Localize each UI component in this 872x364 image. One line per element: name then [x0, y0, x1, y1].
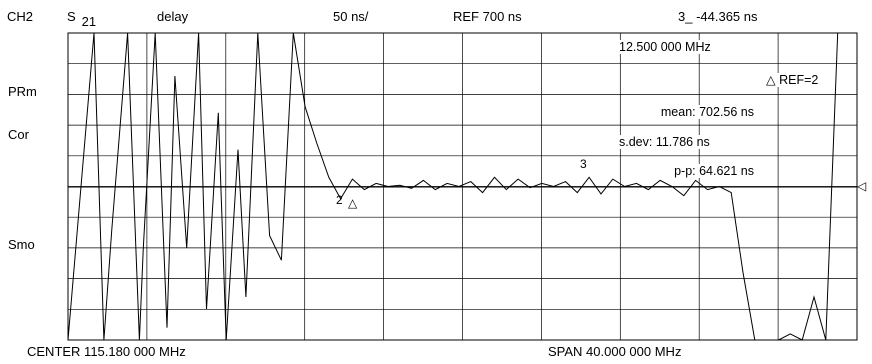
marker-readout: 3_ -44.365 ns	[678, 9, 758, 24]
ref-marker-label: △ REF=2	[766, 73, 819, 87]
side-label-smo: Smo	[8, 237, 35, 252]
mean-readout: mean: 702.56 ns	[631, 105, 754, 119]
marker-2-label: 2	[336, 193, 343, 207]
marker-frequency: 12.500 000 MHz	[619, 40, 719, 54]
channel-label[interactable]: CH2	[7, 9, 34, 24]
delta-marker-icon: △	[348, 196, 358, 210]
reference-arrow-icon: ◁	[857, 179, 867, 193]
s-parameter-sub: 21	[81, 14, 97, 29]
side-label-cor: Cor	[8, 127, 29, 142]
pp-readout: p-p: 64.621 ns	[630, 164, 754, 178]
reference-label[interactable]: REF 700 ns	[453, 9, 522, 24]
s-parameter-main: S	[67, 9, 76, 24]
sdev-readout: s.dev: 11.786 ns	[619, 135, 754, 149]
side-label-prm: PRm	[8, 84, 37, 99]
span-frequency[interactable]: SPAN 40.000 000 MHz	[548, 344, 682, 359]
scale-label[interactable]: 50 ns/	[333, 9, 369, 24]
format-label[interactable]: delay	[157, 9, 189, 24]
graticule	[67, 32, 858, 341]
marker-3-label: 3	[580, 157, 587, 171]
center-frequency[interactable]: CENTER 115.180 000 MHz	[27, 344, 186, 359]
s-parameter-label[interactable]: S 21	[67, 9, 96, 29]
